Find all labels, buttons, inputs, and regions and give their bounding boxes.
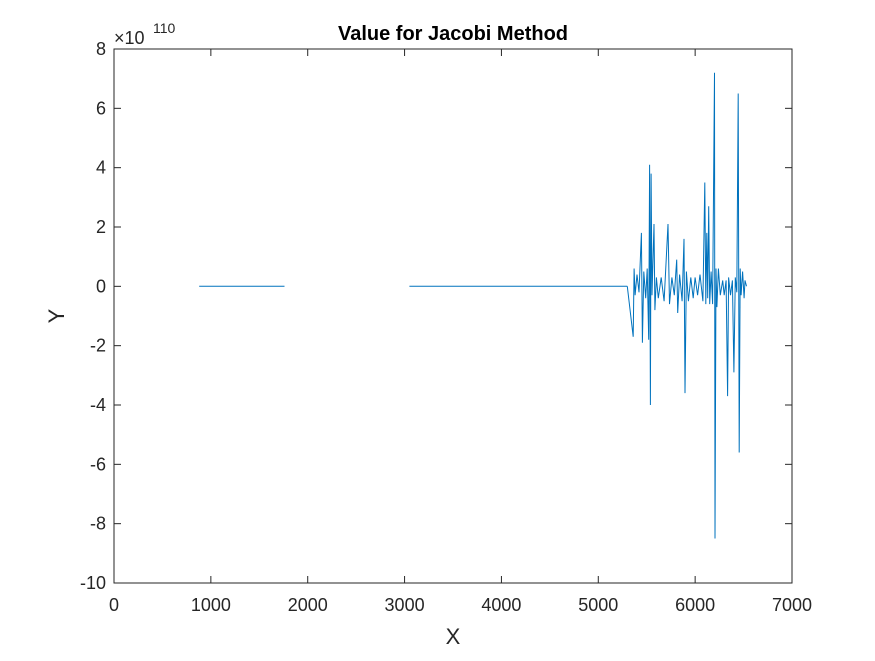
y-tick-label: 6	[96, 98, 106, 118]
plot-background	[114, 49, 792, 583]
x-tick-label: 5000	[578, 595, 618, 615]
x-tick-label: 3000	[385, 595, 425, 615]
y-tick-label: -4	[90, 395, 106, 415]
y-exponent-multiplier: ×10	[114, 28, 145, 48]
y-tick-label: -6	[90, 454, 106, 474]
x-tick-label: 4000	[481, 595, 521, 615]
y-tick-label: 0	[96, 276, 106, 296]
series-line-oscillation	[626, 72, 747, 539]
x-tick-label: 2000	[288, 595, 328, 615]
y-tick-label: -8	[90, 514, 106, 534]
x-tick-label: 6000	[675, 595, 715, 615]
series-layer	[199, 72, 747, 539]
x-tick-label: 7000	[772, 595, 812, 615]
y-tick-label: 8	[96, 39, 106, 59]
y-tick-label: -2	[90, 336, 106, 356]
y-tick-label: -10	[80, 573, 106, 593]
x-tick-label: 0	[109, 595, 119, 615]
y-tick-label: 4	[96, 158, 106, 178]
y-axis-label: Y	[44, 308, 69, 323]
x-axis-label: X	[446, 624, 461, 649]
axes-box	[113, 48, 793, 584]
chart-title: Value for Jacobi Method	[338, 23, 568, 45]
x-tick-label: 1000	[191, 595, 231, 615]
y-tick-label: 2	[96, 217, 106, 237]
y-exponent-power: 110	[153, 20, 176, 36]
ticks-layer: 0 1000 2000 3000 4000 5000 6000 7000 8 6 4 2 0 -2 -4 -6…	[80, 39, 812, 615]
